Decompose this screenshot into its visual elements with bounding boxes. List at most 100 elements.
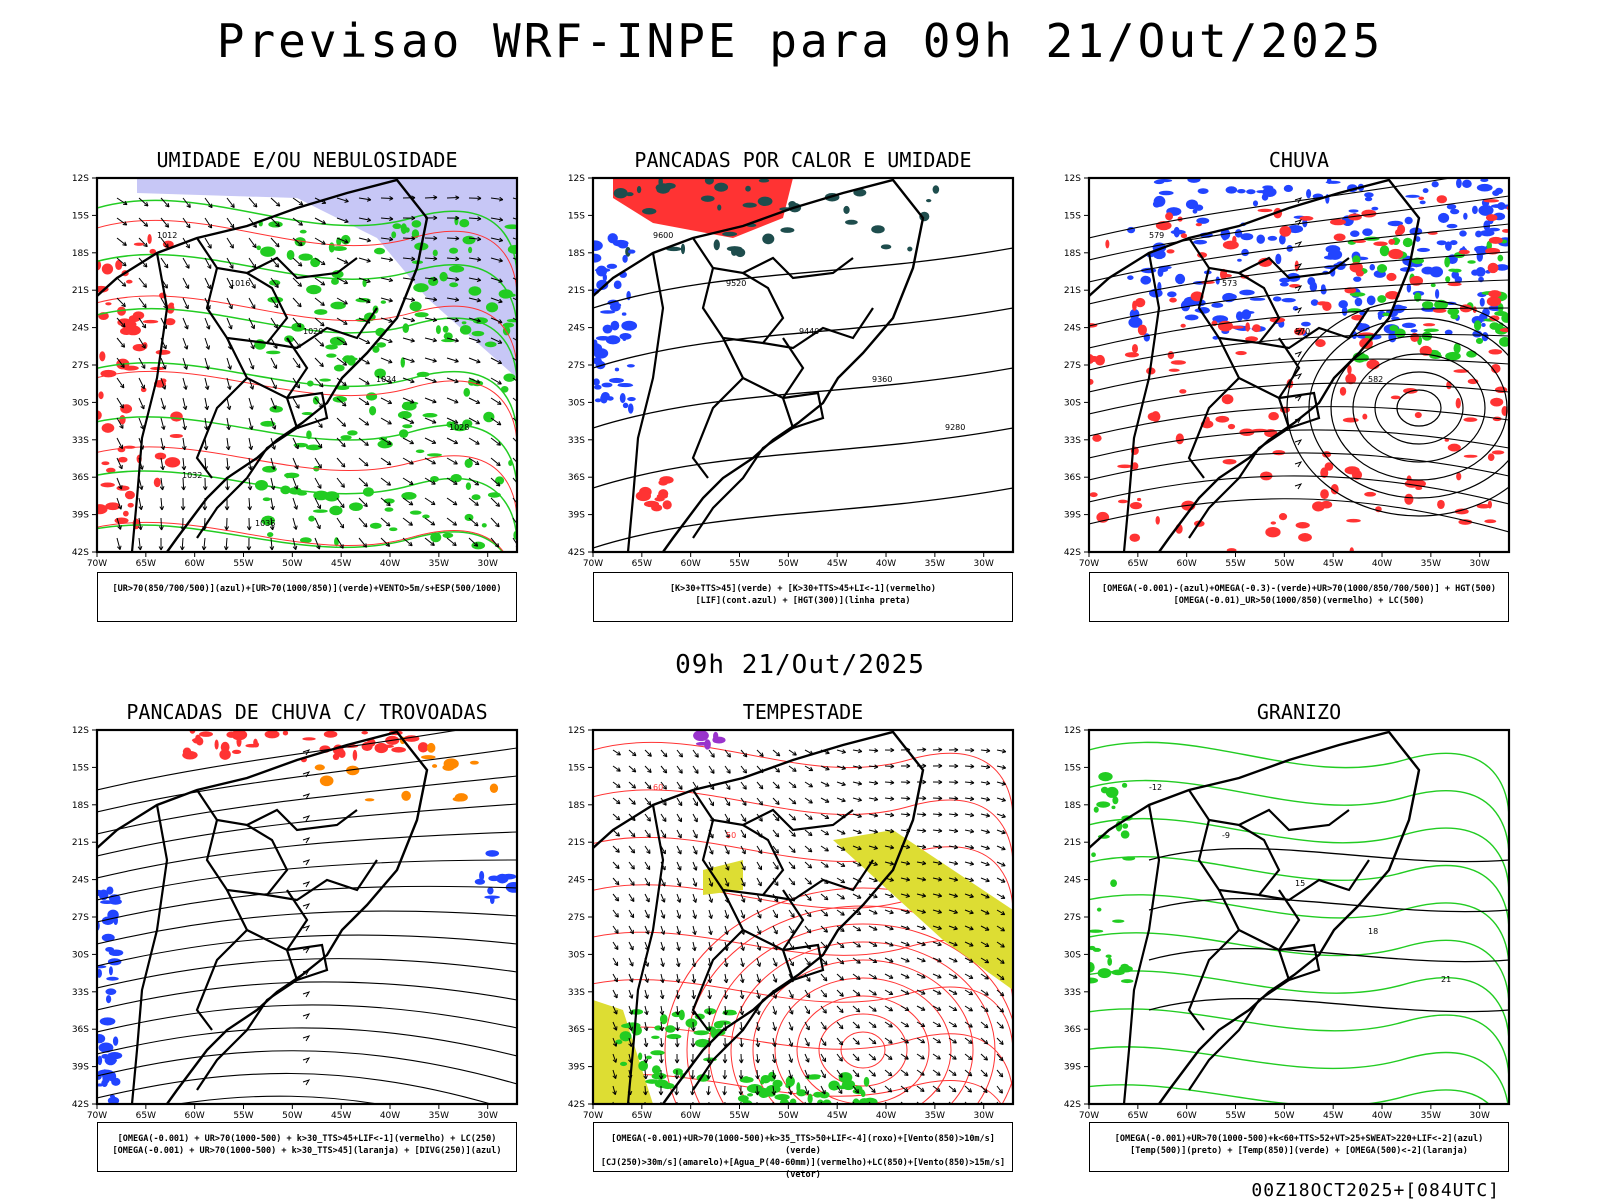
shaded-cell <box>392 223 401 229</box>
shaded-cell <box>306 445 322 451</box>
contour-label: 1016 <box>230 279 250 288</box>
shaded-cell <box>320 775 334 786</box>
shaded-cell <box>1311 299 1319 306</box>
shaded-cell <box>607 264 617 269</box>
shaded-cell <box>1122 783 1127 788</box>
shaded-cell <box>1169 369 1180 372</box>
lat-label: 15S <box>568 763 585 773</box>
shaded-cell <box>123 511 129 517</box>
shaded-cell <box>1298 533 1312 542</box>
contour-label: 60 <box>653 783 663 792</box>
shaded-cell <box>628 250 635 254</box>
shaded-cell <box>1423 323 1435 326</box>
lon-label: 50W <box>282 1111 302 1121</box>
panel-title: CHUVA <box>1069 148 1529 172</box>
shaded-cell <box>485 850 499 857</box>
shaded-cell <box>1296 522 1310 528</box>
shaded-cell <box>1463 417 1477 421</box>
lat-label: 12S <box>1064 726 1081 736</box>
lon-label: 35W <box>925 559 945 569</box>
lon-label: 30W <box>1470 559 1490 569</box>
shaded-cell <box>105 988 116 995</box>
shaded-cell <box>1362 414 1367 420</box>
shaded-cell <box>300 230 307 234</box>
lon-label: 60W <box>184 559 204 569</box>
contour-label: 21 <box>1441 975 1451 984</box>
shaded-cell <box>370 523 382 529</box>
shaded-cell <box>796 1082 800 1093</box>
shaded-cell <box>636 491 651 501</box>
shaded-cell <box>101 461 109 465</box>
shaded-cell <box>595 268 610 272</box>
shaded-cell <box>1090 492 1098 497</box>
wind-vector-head <box>518 422 522 426</box>
lat-label: 12S <box>568 174 585 184</box>
shaded-cell <box>1121 830 1130 838</box>
shaded-cell <box>693 730 709 741</box>
shaded-cell <box>693 1030 709 1035</box>
shaded-cell <box>645 1079 659 1084</box>
shaded-cell <box>1411 329 1418 333</box>
shaded-cell <box>412 220 422 227</box>
shaded-cell <box>1361 354 1369 361</box>
wind-vector-head <box>521 198 525 202</box>
shaded-cell <box>1273 450 1286 455</box>
shaded-cell <box>236 736 241 747</box>
wind-vector-head <box>612 1107 616 1111</box>
shaded-cell <box>1405 195 1419 198</box>
shaded-cell <box>659 476 673 484</box>
shaded-cell <box>1492 450 1504 454</box>
shaded-cell <box>1486 214 1497 221</box>
lat-label: 39S <box>72 1063 89 1073</box>
lon-label: 65W <box>1128 559 1148 569</box>
shaded-cell <box>442 533 453 538</box>
shaded-cell <box>1138 325 1147 336</box>
shaded-cell <box>1472 206 1478 214</box>
panel-legend: [OMEGA(-0.001)+UR>70(1000-500)+k<60+TTS>… <box>1089 1122 1509 1172</box>
shaded-cell <box>609 378 624 383</box>
shaded-cell <box>1226 186 1238 193</box>
shaded-cell <box>714 183 728 192</box>
shaded-cell <box>1320 501 1332 509</box>
shaded-cell <box>1223 459 1237 464</box>
shaded-cell <box>353 750 358 761</box>
shaded-cell <box>1237 259 1242 262</box>
shaded-cell <box>1452 269 1462 273</box>
contour-label: 1036 <box>255 519 275 528</box>
shaded-cell <box>652 1073 667 1080</box>
shaded-cell <box>1275 254 1281 265</box>
shaded-cell <box>714 239 720 250</box>
shaded-cell <box>1216 276 1220 284</box>
wind-vector-head <box>723 1107 727 1111</box>
lon-label: 70W <box>1079 559 1099 569</box>
lon-label: 45W <box>827 1111 847 1121</box>
shaded-cell <box>613 240 629 247</box>
shaded-cell <box>1086 356 1101 362</box>
lon-label: 55W <box>729 559 749 569</box>
shaded-cell <box>105 502 120 510</box>
shaded-cell <box>1432 181 1439 187</box>
map-panel: 605012S15S18S21S24S27S30S33S36S39S42S70W… <box>553 722 1033 1126</box>
lat-label: 42S <box>568 1100 585 1110</box>
shaded-cell <box>864 1077 870 1087</box>
lon-label: 50W <box>778 559 798 569</box>
shaded-cell <box>1444 257 1450 268</box>
shaded-cell <box>1447 224 1458 228</box>
contour-label: 1020 <box>303 327 323 336</box>
shaded-cell <box>449 282 458 287</box>
shaded-cell <box>155 453 166 460</box>
shaded-cell <box>1403 238 1413 247</box>
wind-vector-head <box>519 321 523 324</box>
lon-label: 40W <box>1372 1111 1392 1121</box>
shaded-cell <box>374 248 385 255</box>
lat-label: 24S <box>1064 324 1081 334</box>
shaded-cell <box>486 302 498 312</box>
shaded-cell <box>1418 197 1424 200</box>
shaded-cell <box>120 327 133 335</box>
footer-run-info: 00Z18OCT2025+[084UTC] <box>1251 1180 1500 1201</box>
wind-vector-head <box>519 361 523 365</box>
shaded-cell <box>747 1093 753 1096</box>
shaded-cell <box>1404 494 1413 505</box>
shaded-cell <box>415 312 429 317</box>
contour-label: 1024 <box>376 375 396 384</box>
